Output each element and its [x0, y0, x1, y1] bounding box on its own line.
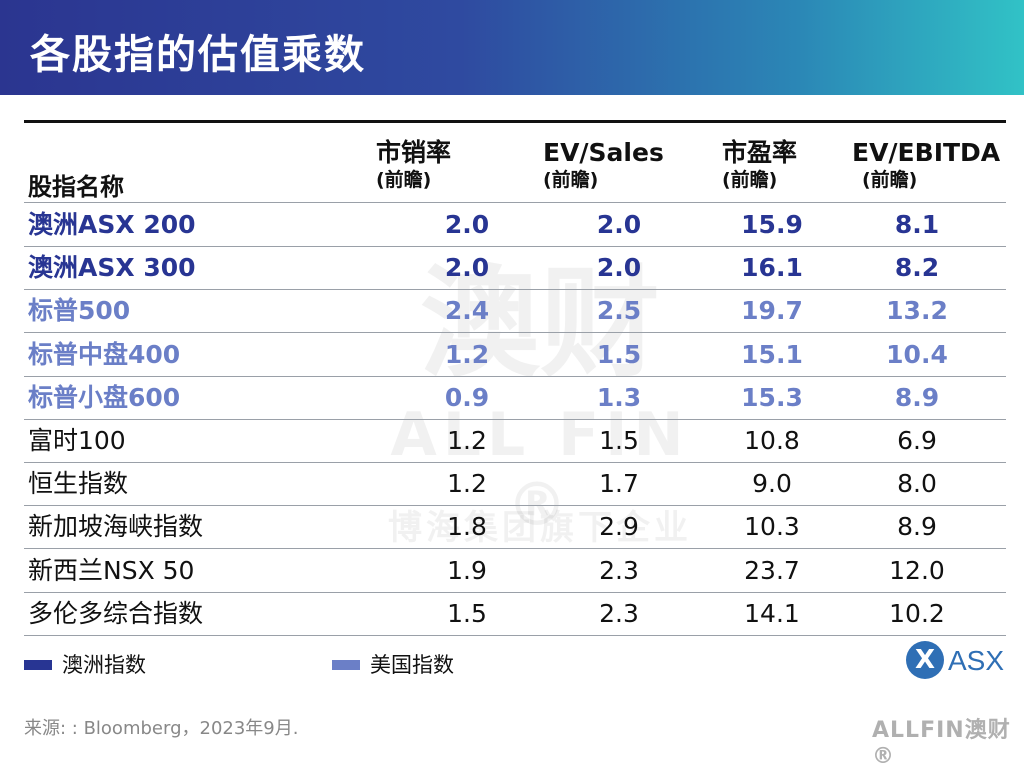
- cell-ev-ebitda: 13.2: [886, 296, 948, 325]
- cell-ev-ebitda: 8.9: [897, 512, 937, 541]
- cell-ev-sales: 1.7: [599, 469, 639, 498]
- legend-label-us: 美国指数: [370, 653, 454, 677]
- cell-ev-ebitda: 12.0: [889, 556, 945, 585]
- row-index-name: 新西兰NSX 50: [28, 556, 195, 585]
- column-header-ev-ebitda-sub: (前瞻): [862, 169, 918, 191]
- cell-pe: 15.3: [741, 383, 803, 412]
- cell-pe: 15.9: [741, 210, 803, 239]
- row-separator: [24, 289, 1006, 290]
- table-row: 新西兰NSX 50 1.9 2.3 23.7 12.0: [24, 550, 1006, 592]
- cell-ev-sales: 2.3: [599, 556, 639, 585]
- table-row: 标普中盘400 1.2 1.5 15.1 10.4: [24, 334, 1006, 376]
- table-row: 恒生指数 1.2 1.7 9.0 8.0: [24, 463, 1006, 505]
- row-index-name: 恒生指数: [28, 469, 129, 498]
- cell-ps: 1.2: [444, 340, 490, 369]
- cell-pe: 10.8: [744, 426, 800, 455]
- cell-pe: 23.7: [744, 556, 800, 585]
- table-row: 多伦多综合指数 1.5 2.3 14.1 10.2: [24, 593, 1006, 635]
- cell-ps: 2.0: [444, 253, 490, 282]
- row-index-name: 澳洲ASX 300: [28, 253, 196, 282]
- row-separator: [24, 419, 1006, 420]
- row-separator: [24, 332, 1006, 333]
- cell-ps: 2.0: [444, 210, 490, 239]
- table-row: 澳洲ASX 300 2.0 2.0 16.1 8.2: [24, 247, 1006, 289]
- cell-ev-sales: 2.0: [596, 210, 642, 239]
- cell-ev-sales: 1.5: [596, 340, 642, 369]
- cell-ps: 2.4: [444, 296, 490, 325]
- cell-ps: 1.2: [447, 469, 487, 498]
- brand-logo: ALLFIN澳财®: [872, 718, 1011, 769]
- cell-ev-ebitda: 8.2: [894, 253, 940, 282]
- legend: 澳洲指数 美国指数: [24, 650, 624, 680]
- legend-swatch-australia: [24, 660, 52, 670]
- row-index-name: 标普小盘600: [28, 383, 181, 412]
- row-index-name: 标普500: [28, 296, 131, 325]
- column-header-index-name: 股指名称: [28, 173, 124, 201]
- cell-pe: 10.3: [744, 512, 800, 541]
- column-header-ps: 市销率 (前瞻): [376, 138, 451, 192]
- row-separator: [24, 635, 1006, 636]
- cell-ev-sales: 2.0: [596, 253, 642, 282]
- cell-ev-ebitda: 10.2: [889, 599, 945, 628]
- asx-logo-text: ASX: [948, 645, 1005, 676]
- cell-pe: 16.1: [741, 253, 803, 282]
- table-top-rule: [24, 120, 1006, 123]
- cell-pe: 19.7: [741, 296, 803, 325]
- row-separator: [24, 548, 1006, 549]
- legend-swatch-us: [332, 660, 360, 670]
- column-header-ev-sales-label: EV/Sales: [543, 138, 664, 167]
- column-header-pe-label: 市盈率: [722, 138, 798, 167]
- table-row: 富时100 1.2 1.5 10.8 6.9: [24, 420, 1006, 462]
- row-index-name: 富时100: [28, 426, 126, 455]
- column-header-ev-sales: EV/Sales (前瞻): [543, 138, 664, 192]
- column-header-pe: 市盈率 (前瞻): [722, 138, 797, 192]
- asx-logo-icon: X ASX: [906, 641, 1010, 681]
- asx-logo-circle: [906, 641, 944, 679]
- legend-label-australia: 澳洲指数: [62, 653, 146, 677]
- row-separator: [24, 592, 1006, 593]
- cell-ev-ebitda: 6.9: [897, 426, 937, 455]
- cell-ev-ebitda: 8.9: [894, 383, 940, 412]
- column-header-ps-label: 市销率: [376, 138, 452, 167]
- row-index-name: 标普中盘400: [28, 340, 181, 369]
- cell-pe: 14.1: [744, 599, 800, 628]
- cell-ev-sales: 2.9: [599, 512, 639, 541]
- row-separator: [24, 462, 1006, 463]
- asx-logo-mark: X: [914, 645, 936, 675]
- cell-pe: 15.1: [741, 340, 803, 369]
- cell-ev-sales: 2.5: [596, 296, 642, 325]
- row-separator: [24, 376, 1006, 377]
- cell-pe: 9.0: [752, 469, 792, 498]
- source-note: 来源: : Bloomberg，2023年9月.: [24, 718, 299, 739]
- table-row: 新加坡海峡指数 1.8 2.9 10.3 8.9: [24, 506, 1006, 548]
- table-row: 标普500 2.4 2.5 19.7 13.2: [24, 290, 1006, 332]
- cell-ev-sales: 1.3: [596, 383, 642, 412]
- row-index-name: 多伦多综合指数: [28, 599, 204, 628]
- cell-ps: 1.8: [447, 512, 487, 541]
- column-header-ev-ebitda: EV/EBITDA (前瞻): [852, 138, 1000, 192]
- column-header-pe-sub: (前瞻): [722, 169, 778, 191]
- cell-ev-ebitda: 8.0: [897, 469, 937, 498]
- cell-ev-ebitda: 10.4: [886, 340, 948, 369]
- cell-ev-sales: 1.5: [599, 426, 639, 455]
- cell-ps: 1.9: [447, 556, 487, 585]
- cell-ev-ebitda: 8.1: [894, 210, 940, 239]
- column-header-ev-ebitda-label: EV/EBITDA: [852, 138, 1001, 167]
- row-index-name: 新加坡海峡指数: [28, 512, 204, 541]
- row-separator: [24, 246, 1006, 247]
- table-row: 标普小盘600 0.9 1.3 15.3 8.9: [24, 377, 1006, 419]
- row-separator: [24, 505, 1006, 506]
- cell-ev-sales: 2.3: [599, 599, 639, 628]
- cell-ps: 1.5: [447, 599, 487, 628]
- header-separator: [24, 202, 1006, 203]
- title-banner: 各股指的估值乘数: [0, 0, 1024, 95]
- table-row: 澳洲ASX 200 2.0 2.0 15.9 8.1: [24, 204, 1006, 246]
- column-header-ev-sales-sub: (前瞻): [543, 169, 599, 191]
- cell-ps: 1.2: [447, 426, 487, 455]
- column-header-ps-sub: (前瞻): [376, 169, 432, 191]
- cell-ps: 0.9: [444, 383, 490, 412]
- row-index-name: 澳洲ASX 200: [28, 210, 196, 239]
- page-title: 各股指的估值乘数: [30, 32, 366, 78]
